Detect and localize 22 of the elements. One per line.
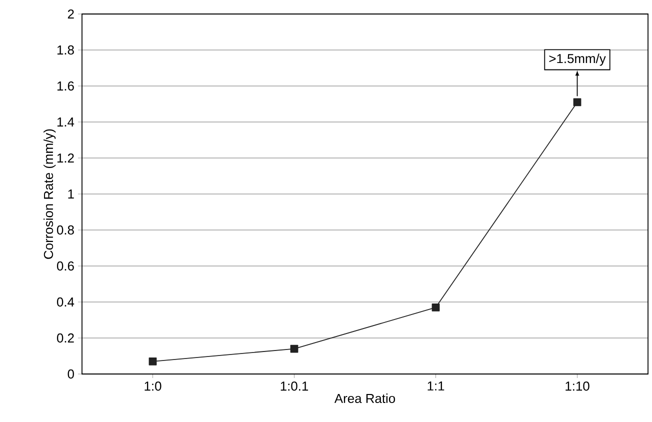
point (573, 98, 582, 106)
point (290, 344, 298, 353)
x-tick-label: 1:0 (144, 382, 162, 391)
y-tick-label: 2 (68, 9, 74, 19)
y-tick-label: 1.8 (57, 45, 74, 55)
x-tick-label: 1:1 (428, 382, 444, 390)
annotation: >1.5mm/y (549, 54, 606, 66)
y-tick-label: 1.2 (57, 153, 74, 163)
x-tick-label: 1:0.1 (280, 382, 308, 391)
point (432, 303, 440, 312)
x-axis-title: Area Ratio (334, 394, 396, 404)
y-axis-title: Corrosion Rate (mm/y) (44, 129, 56, 259)
y-tick-label: 0.4 (56, 297, 74, 307)
y-tick-label: 0 (68, 369, 74, 379)
y-tick-label: 0.2 (56, 333, 74, 343)
y-tick-label: 0.8 (56, 225, 74, 235)
point (148, 357, 157, 366)
y-tick-label: 1.6 (57, 81, 74, 91)
y-tick-label: 0.6 (56, 261, 74, 271)
y-tick-label: 1.4 (57, 118, 74, 126)
x-tick-label: 1:10 (566, 382, 590, 391)
y-tick-label: 1 (68, 190, 74, 198)
